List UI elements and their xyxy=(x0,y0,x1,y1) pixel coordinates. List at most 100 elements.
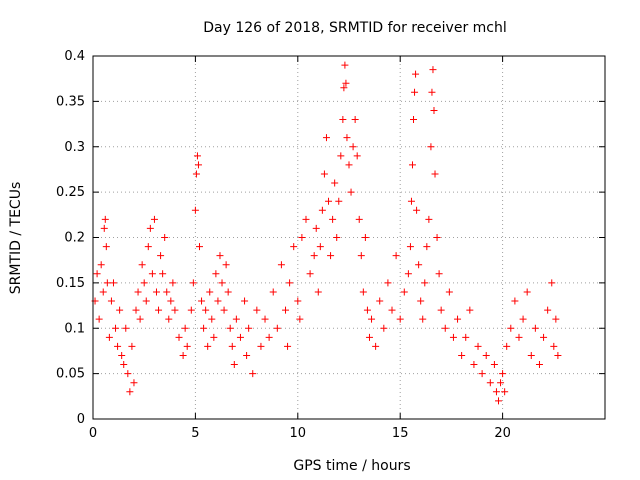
data-point xyxy=(261,315,269,323)
data-point xyxy=(112,324,120,332)
data-point xyxy=(404,270,412,278)
data-point xyxy=(407,197,415,205)
data-point xyxy=(202,306,210,314)
data-point xyxy=(163,288,171,296)
data-point xyxy=(243,351,251,359)
data-point xyxy=(95,315,103,323)
data-point xyxy=(161,234,169,241)
data-point xyxy=(159,270,167,278)
data-point xyxy=(519,315,527,323)
data-point xyxy=(511,297,519,305)
data-point xyxy=(478,370,486,378)
data-point xyxy=(101,215,109,223)
data-point xyxy=(103,279,111,287)
data-point xyxy=(342,79,350,87)
data-point xyxy=(550,342,558,350)
data-point xyxy=(230,361,238,369)
data-point xyxy=(531,324,539,332)
data-point xyxy=(429,66,437,74)
y-tick-label: 0.3 xyxy=(64,140,85,155)
data-point xyxy=(200,324,208,332)
y-axis-label: SRMTID / TECUs xyxy=(8,182,24,295)
data-point xyxy=(437,306,445,314)
data-point xyxy=(136,315,144,323)
data-point xyxy=(351,116,359,124)
data-point xyxy=(100,224,108,232)
data-point xyxy=(419,315,427,323)
data-point xyxy=(376,297,384,305)
data-point xyxy=(152,288,160,296)
data-point xyxy=(312,224,320,232)
data-point xyxy=(368,315,376,323)
data-point xyxy=(359,288,367,296)
data-point xyxy=(192,170,200,178)
data-point xyxy=(277,261,285,269)
data-point xyxy=(193,152,201,160)
data-point xyxy=(341,61,349,69)
data-point xyxy=(218,279,226,287)
data-point xyxy=(318,206,326,214)
data-point xyxy=(204,342,212,350)
data-point xyxy=(316,243,324,251)
data-point xyxy=(220,306,228,314)
data-point xyxy=(150,215,158,223)
y-tick-label: 0.2 xyxy=(64,231,85,246)
data-point xyxy=(430,106,438,114)
data-point xyxy=(286,279,294,287)
data-point xyxy=(257,342,265,350)
y-tick-label: 0.15 xyxy=(56,276,85,291)
data-point xyxy=(554,351,562,359)
data-point xyxy=(118,351,126,359)
data-point xyxy=(495,397,503,405)
data-point xyxy=(413,206,421,214)
data-point xyxy=(187,306,195,314)
data-point xyxy=(441,324,449,332)
data-point xyxy=(216,252,224,260)
data-point xyxy=(552,315,560,323)
data-point xyxy=(265,333,273,341)
data-point xyxy=(290,243,298,251)
data-point xyxy=(380,324,388,332)
data-point xyxy=(333,234,341,241)
data-point xyxy=(372,342,380,350)
data-point xyxy=(492,388,500,396)
data-point xyxy=(146,224,154,232)
data-point xyxy=(343,134,351,142)
data-point xyxy=(169,279,177,287)
data-point xyxy=(206,288,214,296)
axis-ticks: 0 0.05 0.1 0.15 0.2 0.25 0.3 0.35 0.4 0 5 10 15 20 xyxy=(56,49,605,441)
data-point xyxy=(527,351,535,359)
data-point xyxy=(497,379,505,387)
data-point xyxy=(361,234,369,241)
data-point xyxy=(423,243,431,251)
data-point xyxy=(454,315,462,323)
data-point xyxy=(155,306,163,314)
data-point xyxy=(236,333,244,341)
data-point xyxy=(195,243,203,251)
data-point xyxy=(294,297,302,305)
data-point xyxy=(109,279,117,287)
data-point xyxy=(241,297,249,305)
data-point xyxy=(214,297,222,305)
data-point xyxy=(466,306,474,314)
x-axis-label: GPS time / hours xyxy=(293,458,410,474)
data-point xyxy=(140,279,148,287)
data-point xyxy=(412,70,420,78)
data-point xyxy=(410,116,418,124)
x-tick-label: 15 xyxy=(392,426,409,441)
data-point xyxy=(470,361,478,369)
data-point xyxy=(97,261,105,269)
data-point xyxy=(132,306,140,314)
data-point xyxy=(490,361,498,369)
data-point xyxy=(314,288,322,296)
data-point xyxy=(167,297,175,305)
data-point xyxy=(126,388,134,396)
data-point xyxy=(507,324,515,332)
data-point xyxy=(208,315,216,323)
data-point xyxy=(433,234,441,241)
data-point xyxy=(222,261,230,269)
data-point xyxy=(486,379,494,387)
data-point xyxy=(499,370,507,378)
data-point xyxy=(503,342,511,350)
y-tick-label: 0 xyxy=(77,412,85,427)
